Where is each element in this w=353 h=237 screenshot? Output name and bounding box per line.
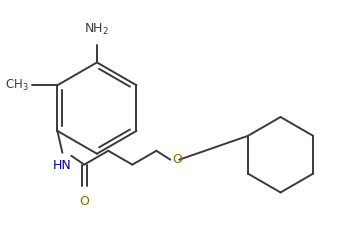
Text: HN: HN [53, 159, 72, 172]
Text: CH$_3$: CH$_3$ [5, 78, 29, 93]
Text: O: O [79, 196, 89, 208]
Text: NH$_2$: NH$_2$ [84, 22, 109, 37]
Text: O: O [172, 153, 182, 166]
